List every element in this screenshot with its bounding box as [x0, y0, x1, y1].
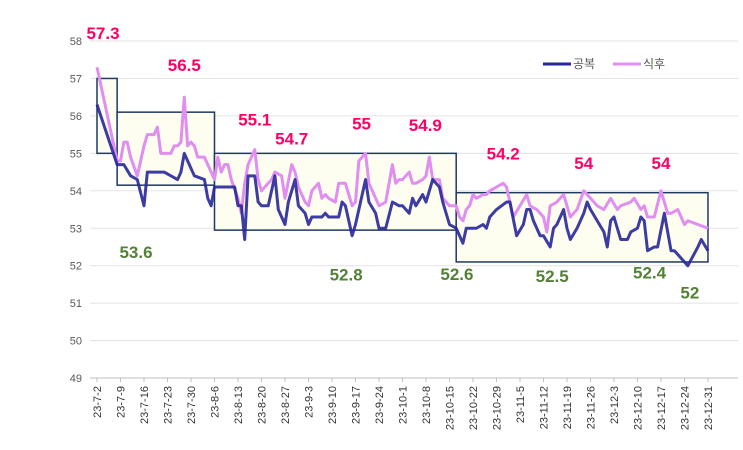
x-tick-label: 23-9-17 [350, 386, 362, 424]
max-label: 55 [352, 114, 371, 133]
x-tick-label: 23-7-16 [139, 386, 151, 424]
x-tick-label: 23-12-24 [679, 386, 691, 430]
x-tick-label: 23-9-24 [374, 386, 386, 424]
x-tick-label: 23-8-6 [209, 386, 221, 418]
max-label: 54 [574, 154, 593, 173]
max-label: 54 [652, 154, 671, 173]
x-tick-label: 23-10-8 [421, 386, 433, 424]
series-line-after-meal [95, 66, 709, 234]
x-tick-label: 23-12-17 [656, 386, 668, 430]
y-tick-label: 57 [70, 73, 82, 85]
x-tick-label: 23-9-10 [327, 386, 339, 424]
y-tick-label: 58 [70, 36, 82, 48]
x-tick-label: 23-12-10 [632, 386, 644, 430]
x-tick-label: 23-7-23 [162, 386, 174, 424]
y-tick-label: 49 [70, 373, 82, 385]
x-tick-label: 23-9-3 [303, 386, 315, 418]
legend-label: 공복 [573, 57, 595, 71]
x-tick-label: 23-10-15 [444, 386, 456, 430]
x-tick-label: 23-12-3 [609, 386, 621, 424]
min-label: 52.6 [440, 265, 473, 284]
x-tick-label: 23-10-1 [397, 386, 409, 424]
x-tick-label: 23-11-5 [515, 386, 527, 423]
max-label: 54.9 [409, 116, 442, 135]
annotations: 57.3 56.5 55.154.7 55 54.9 54.2 54 54 53.6 52.8 52… [86, 24, 699, 302]
y-tick-label: 55 [70, 148, 82, 160]
y-tick-label: 50 [70, 336, 82, 348]
legend: 공복 식후 [543, 57, 665, 71]
min-label: 52.8 [330, 266, 363, 285]
x-tick-label: 23-8-27 [280, 386, 292, 424]
x-tick-label: 23-7-30 [186, 386, 198, 424]
y-tick-label: 52 [70, 261, 82, 273]
x-tick-label: 23-11-26 [585, 386, 597, 429]
range-boxes [96, 77, 709, 263]
x-tick-label: 23-8-20 [256, 386, 268, 424]
x-tick-label: 23-10-29 [491, 386, 503, 430]
x-tick-label: 23-10-22 [468, 386, 480, 430]
y-axis: 49 50 51 52 53 54 55 56 57 58 [70, 36, 82, 385]
max-label: 55.1 [238, 111, 271, 130]
x-axis: 23-7-2 23-7-9 23-7-16 23-7-23 23-7-30 23-8-6 2… [90, 377, 738, 430]
y-tick-label: 51 [70, 298, 82, 310]
max-label: 57.3 [86, 24, 119, 43]
max-label: 54.7 [275, 130, 308, 149]
max-label: 54.2 [487, 144, 520, 163]
x-tick-label: 23-8-13 [233, 386, 245, 424]
y-tick-label: 54 [70, 186, 82, 198]
series-lines [95, 66, 710, 268]
x-tick-label: 23-7-9 [115, 386, 127, 418]
x-tick-label: 23-11-12 [538, 386, 550, 429]
min-label: 52.5 [536, 267, 569, 286]
y-tick-label: 56 [70, 111, 82, 123]
max-label: 56.5 [168, 56, 201, 75]
min-label: 52.4 [633, 264, 667, 283]
x-tick-label: 23-11-19 [562, 386, 574, 429]
x-tick-label: 23-12-31 [703, 386, 715, 430]
range-box [213, 152, 457, 231]
y-tick-label: 53 [70, 223, 82, 235]
min-label: 52 [680, 284, 699, 303]
legend-label: 식후 [643, 57, 665, 71]
x-tick-label: 23-7-2 [92, 386, 104, 418]
min-label: 53.6 [119, 243, 152, 262]
